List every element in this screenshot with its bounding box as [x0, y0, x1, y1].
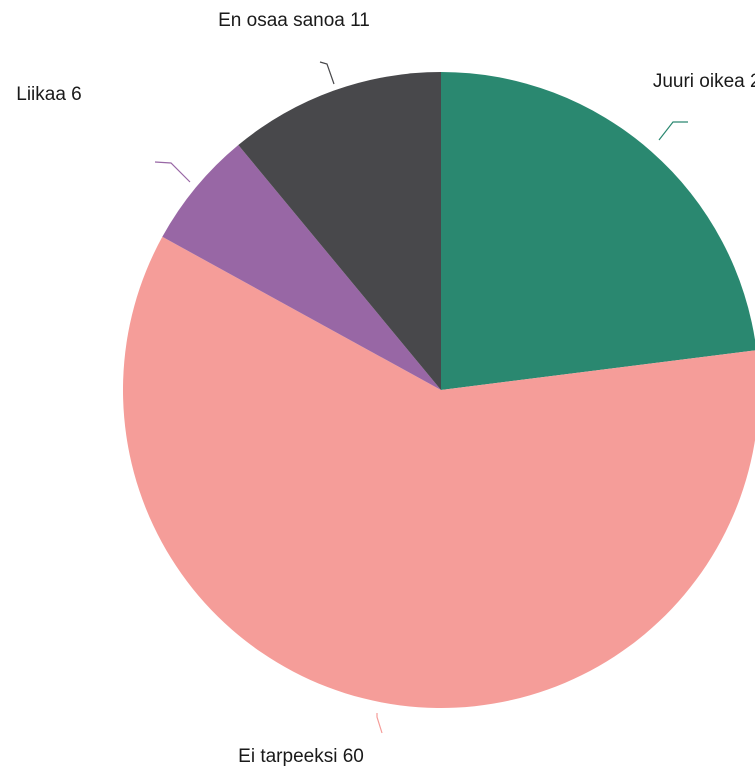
- pie-slice-en-osaa-sanoa: [238, 72, 441, 390]
- leader-line-ei-tarpeeksi: [376, 713, 383, 734]
- leader-line-liikaa: [154, 161, 191, 183]
- slice-label-en-osaa-sanoa: En osaa sanoa 11: [218, 10, 370, 31]
- pie-slice-ei-tarpeeksi: [123, 236, 755, 708]
- slice-label-ei-tarpeeksi: Ei tarpeeksi 60: [238, 746, 364, 767]
- slice-labels: Juuri oikea 23 Ei tarpeeksi 60 Liikaa 6 En …: [16, 10, 755, 767]
- pie-slice-liikaa: [162, 144, 441, 390]
- pie-slice-juuri-oikea: [441, 72, 755, 390]
- leader-line-en-osaa-sanoa: [319, 61, 335, 85]
- leader-line-juuri-oikea: [658, 121, 688, 141]
- slice-label-juuri-oikea: Juuri oikea 23: [653, 71, 755, 92]
- label-leader-lines: [154, 61, 688, 734]
- pie-slices: [123, 72, 755, 708]
- slice-label-liikaa: Liikaa 6: [16, 84, 82, 105]
